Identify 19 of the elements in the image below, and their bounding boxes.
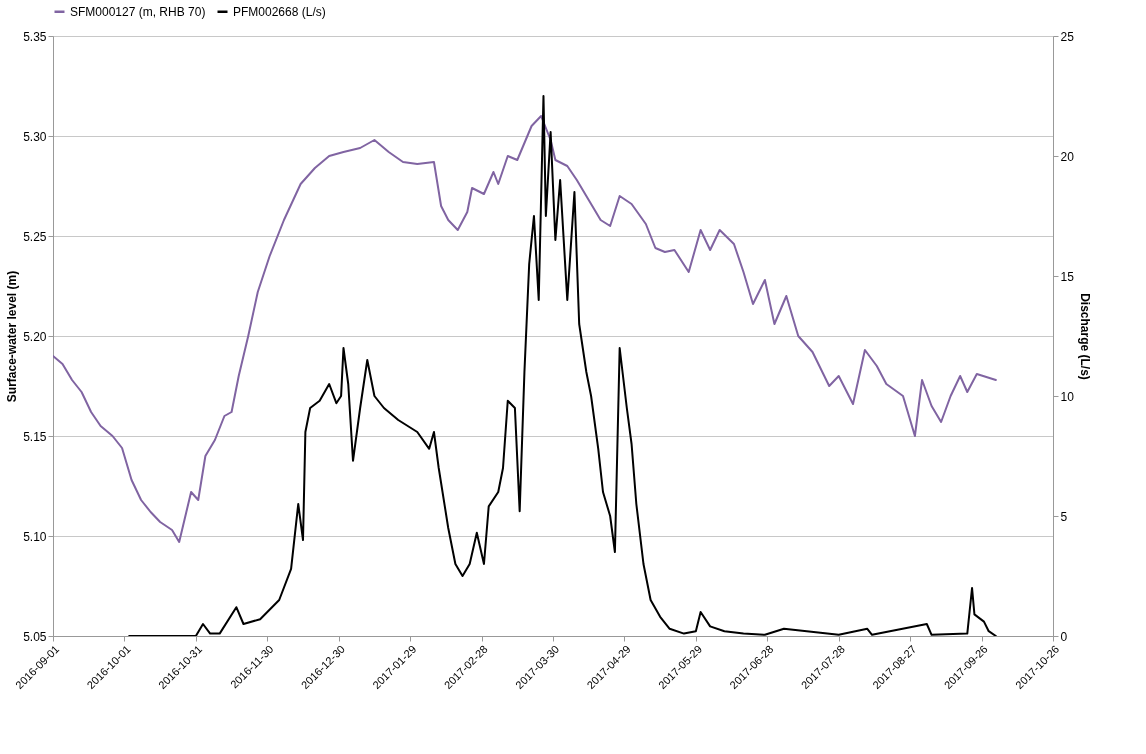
legend-label: PFM002668 (L/s): [233, 4, 326, 19]
y2-tick-label: 20: [1060, 149, 1075, 164]
y2-tick-label: 15: [1060, 269, 1075, 284]
y-tick-label: 5.10: [23, 529, 47, 544]
y-tick-label: 5.20: [23, 329, 47, 344]
y2-tick-label: 0: [1060, 629, 1068, 644]
y2-tick-label: 10: [1060, 389, 1075, 404]
y2-axis-title: Discharge (L/s): [1077, 293, 1092, 380]
y2-tick-label: 25: [1060, 29, 1075, 44]
y-tick-label: 5.25: [23, 229, 47, 244]
legend-label: SFM000127 (m, RHB 70): [70, 4, 206, 19]
y-tick-label: 5.05: [23, 629, 47, 644]
y-tick-label: 5.30: [23, 129, 47, 144]
y-tick-label: 5.15: [23, 429, 47, 444]
line-series: [53, 115, 997, 543]
y2-tick-label: 5: [1060, 509, 1068, 524]
line-series: [128, 95, 997, 636]
y-axis-title: Surface-water level (m): [5, 270, 20, 403]
y-tick-label: 5.35: [23, 29, 47, 44]
